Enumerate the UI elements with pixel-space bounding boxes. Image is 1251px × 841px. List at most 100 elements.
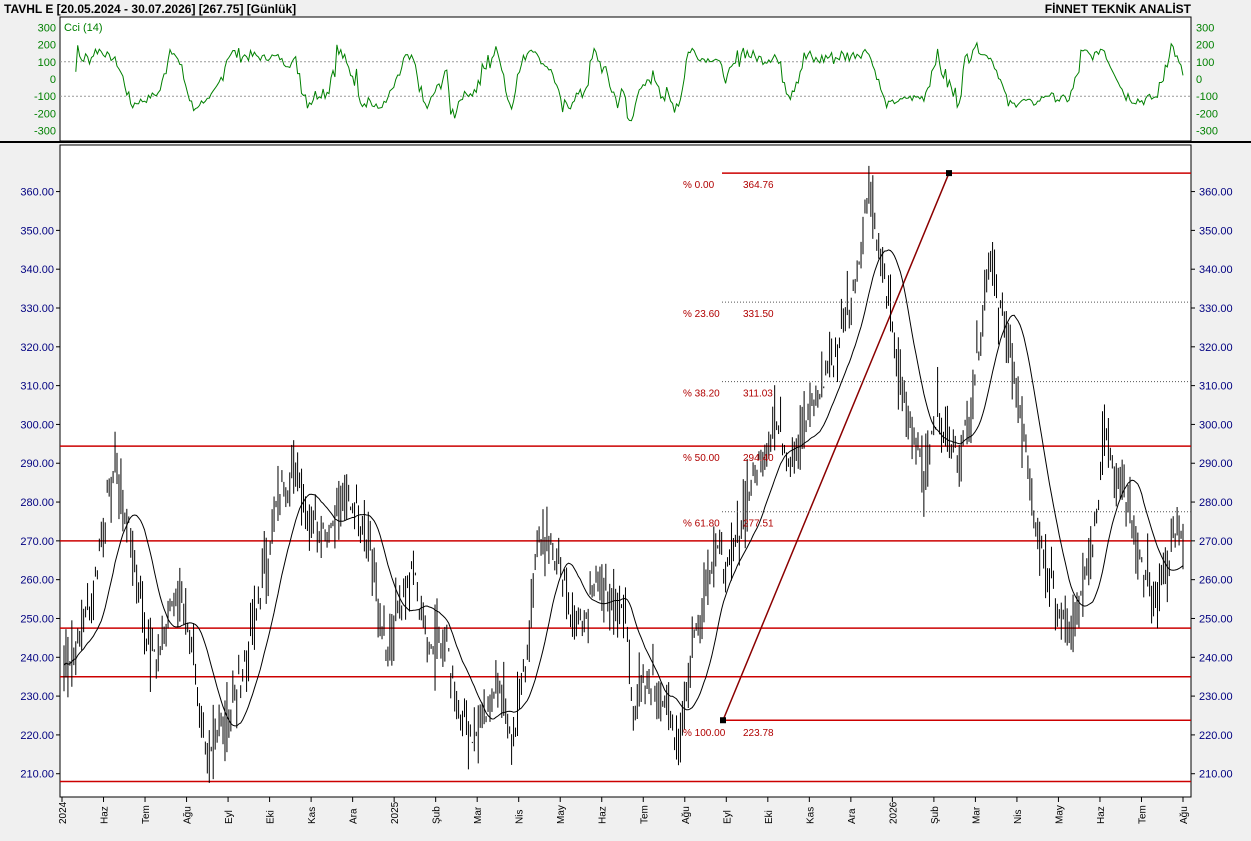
indicator-label: Cci (14) — [64, 22, 103, 34]
x-tick-label: Tem — [141, 805, 152, 824]
price-bars — [63, 165, 1184, 783]
x-tick-label: 2026 — [888, 801, 899, 824]
moving-average-line — [63, 249, 1184, 727]
price-tick-left: 300.00 — [20, 419, 54, 431]
brand-label: FİNNET TEKNİK ANALİST — [1044, 2, 1191, 16]
cci-tick-left: -300 — [34, 126, 56, 138]
price-tick-right: 350.00 — [1199, 225, 1233, 237]
price-tick-right: 210.00 — [1199, 769, 1233, 781]
axes-layer: 300 300 200 200 100 100 0 0 -100 -100 -200 -200 -300… — [20, 22, 1232, 824]
fib-value-label: 294.40 — [743, 453, 774, 464]
fib-pct-label: % 61.80 — [683, 519, 720, 530]
x-tick-label: Tem — [639, 805, 650, 824]
price-tick-right: 240.00 — [1199, 652, 1233, 664]
x-tick-label: Eki — [764, 810, 775, 824]
price-tick-left: 340.00 — [20, 264, 54, 276]
price-panel — [59, 144, 1192, 798]
cci-tick-right: 0 — [1196, 74, 1202, 86]
chart-header: TAVHL E [20.05.2024 - 30.07.2026] [267.7… — [0, 0, 1251, 17]
fibonacci-labels: % 0.00 364.76 % 23.60 331.50 % 38.20 311.03 % … — [683, 180, 1191, 739]
x-tick-label: Kas — [805, 807, 816, 824]
fib-pct-label: % 0.00 — [683, 180, 715, 191]
price-tick-right: 330.00 — [1199, 303, 1233, 315]
price-tick-right: 300.00 — [1199, 419, 1233, 431]
price-tick-left: 270.00 — [20, 536, 54, 548]
price-tick-left: 320.00 — [20, 342, 54, 354]
cci-tick-right: -100 — [1196, 91, 1218, 103]
x-tick-label: Kas — [307, 807, 318, 824]
price-tick-right: 320.00 — [1199, 342, 1233, 354]
x-tick-label: Tem — [1137, 805, 1148, 824]
moving-average — [63, 249, 1184, 727]
x-tick-label: Ağu — [1179, 806, 1190, 824]
price-tick-right: 310.00 — [1199, 381, 1233, 393]
x-tick-label: Eki — [266, 810, 277, 824]
fib-pct-label: % 38.20 — [683, 389, 720, 400]
cci-tick-left: 300 — [38, 22, 56, 34]
x-tick-label: Eyl — [224, 810, 235, 824]
fib-pct-label: % 23.60 — [683, 309, 720, 320]
price-tick-left: 360.00 — [20, 187, 54, 199]
price-tick-left: 210.00 — [20, 769, 54, 781]
cci-polyline — [75, 41, 1184, 122]
price-tick-right: 280.00 — [1199, 497, 1233, 509]
cci-tick-left: -100 — [34, 91, 56, 103]
x-tick-label: 2024 — [58, 801, 69, 824]
x-tick-label: Ara — [847, 808, 858, 824]
cci-tick-right: -200 — [1196, 108, 1218, 120]
fib-value-label: 223.78 — [743, 728, 774, 739]
x-tick-label: Ağu — [183, 806, 194, 824]
price-tick-right: 250.00 — [1199, 613, 1233, 625]
cci-tick-right: 100 — [1196, 57, 1214, 69]
x-tick-label: Haz — [1096, 806, 1107, 824]
x-tick-label: Haz — [598, 806, 609, 824]
cci-tick-left: 0 — [50, 74, 56, 86]
trend-anchor-start — [720, 717, 726, 724]
fib-value-label: 277.51 — [743, 519, 774, 530]
x-tick-label: 2025 — [390, 801, 401, 824]
symbol-title: TAVHL E [20.05.2024 - 30.07.2026] [267.7… — [4, 2, 297, 16]
x-tick-label: May — [1054, 805, 1065, 824]
price-tick-left: 330.00 — [20, 303, 54, 315]
cci-tick-right: -300 — [1196, 126, 1218, 138]
cci-line — [75, 41, 1184, 122]
price-tick-right: 230.00 — [1199, 691, 1233, 703]
indicator-panel — [59, 16, 1192, 142]
x-tick-label: Ağu — [681, 806, 692, 824]
price-tick-left: 290.00 — [20, 458, 54, 470]
x-tick-label: Haz — [100, 806, 111, 824]
price-tick-right: 260.00 — [1199, 575, 1233, 587]
price-tick-right: 360.00 — [1199, 187, 1233, 199]
price-tick-left: 250.00 — [20, 613, 54, 625]
level-lines — [60, 170, 1191, 783]
fib-value-label: 331.50 — [743, 309, 774, 320]
cci-tick-left: 200 — [38, 40, 56, 52]
price-tick-right: 220.00 — [1199, 730, 1233, 742]
cci-tick-right: 200 — [1196, 40, 1214, 52]
fib-value-label: 364.76 — [743, 180, 774, 191]
x-tick-label: Nis — [515, 810, 526, 824]
trend-line — [722, 172, 950, 721]
x-tick-label: Şub — [432, 806, 443, 824]
cci-tick-left: -200 — [34, 108, 56, 120]
x-tick-label: Eyl — [722, 810, 733, 824]
trend-anchor-end — [946, 170, 952, 177]
cci-tick-left: 100 — [38, 57, 56, 69]
fib-pct-label: % 50.00 — [683, 453, 720, 464]
price-tick-right: 340.00 — [1199, 264, 1233, 276]
x-tick-label: Ara — [349, 808, 360, 824]
cci-tick-right: 300 — [1196, 22, 1214, 34]
price-tick-left: 350.00 — [20, 225, 54, 237]
grid-layer — [60, 61, 1191, 97]
price-tick-right: 290.00 — [1199, 458, 1233, 470]
price-tick-left: 220.00 — [20, 730, 54, 742]
price-tick-left: 230.00 — [20, 691, 54, 703]
price-tick-left: 310.00 — [20, 381, 54, 393]
x-tick-label: Mar — [473, 806, 484, 824]
x-tick-label: May — [556, 805, 567, 824]
x-tick-label: Mar — [971, 806, 982, 824]
x-tick-label: Nis — [1013, 810, 1024, 824]
price-tick-left: 240.00 — [20, 652, 54, 664]
price-tick-left: 260.00 — [20, 575, 54, 587]
